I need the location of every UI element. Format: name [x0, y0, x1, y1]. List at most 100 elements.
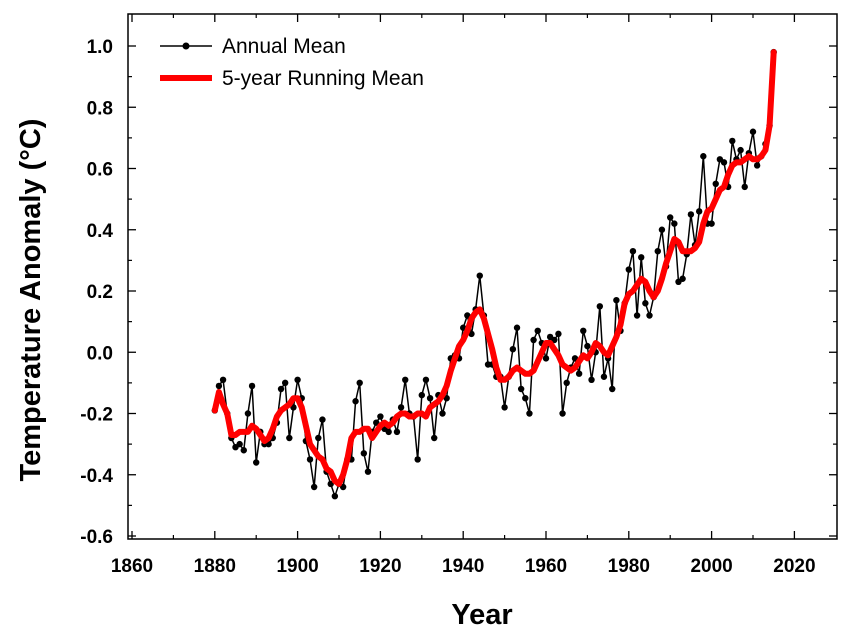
annual-mean-point [356, 379, 363, 387]
annual-mean-point [522, 394, 529, 402]
annual-mean-point [236, 440, 243, 448]
legend: Annual Mean 5-year Running Mean [160, 35, 424, 90]
annual-mean-point [439, 410, 446, 417]
annual-mean-point [530, 336, 537, 344]
x-tick-label: 1960 [525, 556, 567, 577]
annual-mean-point [513, 324, 521, 331]
x-tick-label: 1860 [111, 556, 153, 577]
legend-running-mean-label: 5-year Running Mean [222, 67, 424, 90]
x-axis-title: Year [451, 599, 512, 631]
annual-mean-point [555, 330, 562, 338]
annual-mean-point [580, 327, 587, 335]
y-tick-label: -0.4 [80, 466, 113, 487]
annual-mean-point [534, 327, 541, 335]
annual-mean-point [402, 376, 409, 384]
annual-mean-point [658, 226, 666, 233]
annual-mean-point [393, 428, 401, 436]
x-tick-label: 1940 [442, 556, 484, 577]
annual-mean-point [418, 391, 425, 399]
annual-mean-point [526, 410, 533, 417]
annual-mean-point [729, 137, 736, 145]
annual-mean-point [364, 468, 372, 475]
annual-mean-point [244, 410, 252, 417]
axis-ticks [128, 14, 837, 539]
annual-mean-point [712, 180, 719, 188]
x-tick-label: 1900 [276, 556, 318, 577]
axis-tick-labels: 1860 1880 1900 1920 1940 1960 1980 2000 2020 -0.6… [80, 37, 815, 577]
annual-mean-point [286, 434, 293, 442]
annual-mean-point [596, 303, 604, 310]
x-tick-label: 1880 [194, 556, 236, 577]
annual-mean-point [360, 450, 368, 457]
annual-mean-point [542, 355, 550, 362]
annual-mean-point [319, 416, 326, 423]
annual-mean-point [720, 159, 728, 166]
y-tick-label: 0.0 [87, 343, 113, 364]
annual-mean-point [277, 385, 285, 393]
annual-mean-point [700, 153, 707, 160]
x-tick-label: 1920 [359, 556, 401, 577]
y-tick-label: 0.2 [87, 282, 113, 303]
annual-mean-point [385, 428, 392, 436]
legend-annual-mean-marker [182, 42, 190, 50]
annual-mean-point [397, 404, 405, 411]
annual-mean-point [625, 266, 632, 273]
annual-mean-point [422, 376, 430, 384]
annual-mean-point [654, 247, 661, 255]
annual-mean-point [563, 379, 570, 387]
annual-mean-point [575, 370, 583, 377]
annual-mean-point [708, 220, 715, 227]
annual-mean-point [642, 300, 649, 307]
annual-mean-point [667, 214, 674, 221]
annual-mean-point [215, 382, 223, 390]
annual-mean-point [306, 456, 314, 463]
annual-mean-point [315, 434, 322, 442]
y-tick-label: 0.4 [87, 221, 114, 242]
annual-mean-point [741, 183, 748, 191]
data-series [211, 48, 777, 500]
x-tick-label: 2020 [773, 556, 815, 577]
annual-mean-point [331, 492, 339, 500]
annual-mean-point [600, 373, 608, 380]
annual-mean-point [671, 220, 678, 227]
annual-mean-point [240, 447, 247, 454]
annual-mean-point [509, 345, 517, 353]
x-tick-label: 2000 [690, 556, 732, 577]
annual-mean-point [633, 312, 641, 319]
y-tick-label: 1.0 [87, 37, 113, 58]
annual-mean-point [638, 254, 645, 261]
annual-mean-point [629, 247, 637, 255]
annual-mean-point [414, 456, 421, 463]
annual-mean-point [679, 275, 686, 282]
annual-mean-point [609, 385, 616, 393]
annual-mean-point [559, 410, 566, 417]
annual-mean-line [214, 52, 775, 497]
annual-mean-point [377, 413, 384, 420]
annual-mean-point [753, 162, 761, 169]
y-tick-label: 0.8 [87, 98, 113, 119]
y-tick-label: -0.6 [80, 527, 113, 548]
annual-mean-point [476, 272, 483, 279]
annual-mean-point [253, 459, 260, 466]
running-mean-line [211, 49, 777, 487]
annual-mean-point [517, 385, 525, 393]
annual-mean-point [219, 376, 227, 384]
annual-mean-point [352, 398, 359, 405]
annual-mean-point [749, 128, 757, 135]
y-tick-label: 0.6 [87, 160, 113, 181]
annual-mean-point [613, 296, 620, 304]
annual-mean-point [281, 379, 289, 387]
y-axis-title: Temperature Anomaly (°C) [15, 119, 47, 482]
annual-mean-point [584, 342, 591, 350]
annual-mean-point [431, 434, 438, 442]
annual-mean-point [501, 404, 508, 411]
annual-mean-point [687, 211, 695, 218]
annual-mean-point [646, 312, 653, 319]
annual-mean-point [248, 382, 256, 390]
plot-frame [127, 13, 838, 540]
x-tick-label: 1980 [608, 556, 650, 577]
annual-mean-point [426, 394, 434, 402]
y-tick-label: -0.2 [80, 405, 113, 426]
annual-mean-point [695, 208, 703, 215]
